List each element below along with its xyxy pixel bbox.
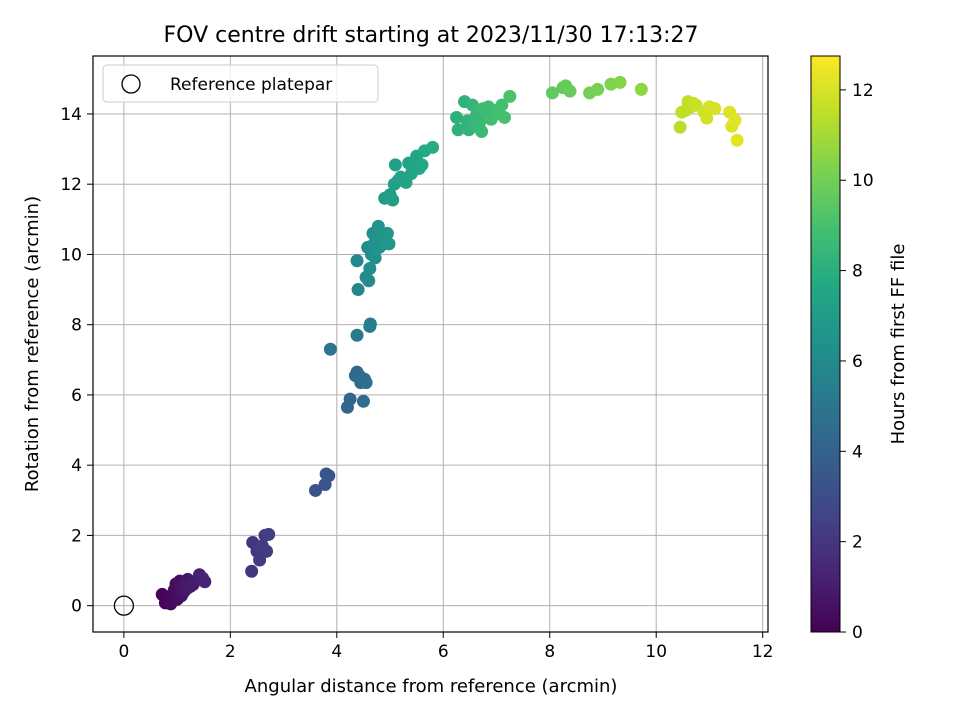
y-tick-label: 6 [71, 386, 82, 406]
x-tick-label: 12 [752, 642, 774, 662]
colorbar-tick-label: 6 [852, 352, 863, 372]
colorbar-label: Hours from first FF file [888, 244, 909, 445]
data-point [362, 274, 376, 288]
y-tick-label: 8 [71, 316, 82, 336]
data-point [497, 110, 511, 124]
data-point [363, 317, 377, 331]
legend-reference-label: Reference platepar [170, 75, 332, 95]
data-point [260, 544, 274, 558]
plot-frame [92, 55, 769, 633]
chart-title: FOV centre drift starting at 2023/11/30 … [164, 23, 699, 48]
scatter-points [155, 75, 744, 611]
reference-platepar-point [113, 595, 135, 616]
colorbar-tick-label: 0 [852, 623, 863, 643]
x-tick-label: 2 [225, 642, 236, 662]
data-point [351, 283, 365, 297]
data-point [591, 82, 605, 96]
data-point [322, 469, 336, 483]
x-tick-label: 6 [438, 642, 449, 662]
data-point [356, 394, 370, 408]
y-axis-label: Rotation from reference (arcmin) [22, 196, 43, 492]
data-point [380, 226, 394, 240]
colorbar-tick-label: 10 [852, 171, 874, 191]
data-point [350, 328, 364, 342]
x-tick-label: 4 [331, 642, 342, 662]
data-point [359, 376, 373, 390]
colorbar [810, 55, 841, 633]
data-point [309, 483, 323, 497]
data-point [426, 140, 440, 154]
data-point [253, 553, 267, 567]
y-axis-ticks: 0 2 4 6 8 10 12 14 [60, 105, 93, 617]
data-point [673, 120, 687, 134]
data-point [450, 110, 464, 124]
data-point [262, 527, 276, 541]
data-point [350, 254, 364, 268]
colorbar-tick-label: 12 [852, 81, 874, 101]
data-point [323, 342, 337, 356]
colorbar-tick-label: 8 [852, 262, 863, 282]
y-tick-label: 2 [71, 526, 82, 546]
data-point [708, 102, 722, 116]
data-point [368, 251, 382, 265]
data-point [388, 158, 402, 172]
colorbar-tick-label: 2 [852, 533, 863, 553]
data-point [503, 89, 517, 103]
y-tick-label: 12 [60, 175, 82, 195]
x-axis-ticks: 0 2 4 6 8 10 12 [118, 632, 773, 662]
data-point [198, 575, 212, 589]
data-point [563, 84, 577, 98]
y-tick-label: 14 [60, 105, 82, 125]
data-point [363, 261, 377, 275]
data-point [634, 82, 648, 96]
y-tick-label: 4 [71, 456, 82, 476]
data-point [451, 123, 465, 137]
data-point [728, 113, 742, 127]
data-point [186, 578, 200, 592]
data-point [613, 75, 627, 89]
data-point [730, 133, 744, 147]
x-tick-label: 0 [118, 642, 129, 662]
y-tick-label: 10 [60, 245, 82, 265]
y-tick-label: 0 [71, 597, 82, 617]
legend-box [102, 64, 379, 103]
data-point [343, 392, 357, 406]
data-point [495, 98, 509, 112]
data-point [545, 86, 559, 100]
data-point [415, 158, 429, 172]
data-point [386, 193, 400, 207]
grid-lines [93, 56, 768, 632]
data-point [245, 564, 259, 578]
x-tick-label: 8 [544, 642, 555, 662]
colorbar-tick-label: 4 [852, 442, 863, 462]
x-axis-label: Angular distance from reference (arcmin) [245, 676, 618, 697]
reference-marker [113, 595, 135, 616]
legend: Reference platepar [102, 64, 379, 103]
data-point [475, 125, 489, 139]
legend-reference-marker [121, 74, 141, 94]
data-point [382, 237, 396, 251]
colorbar-ticks: 0 2 4 6 8 10 12 [840, 81, 874, 643]
data-point [700, 111, 714, 125]
x-tick-label: 10 [645, 642, 667, 662]
